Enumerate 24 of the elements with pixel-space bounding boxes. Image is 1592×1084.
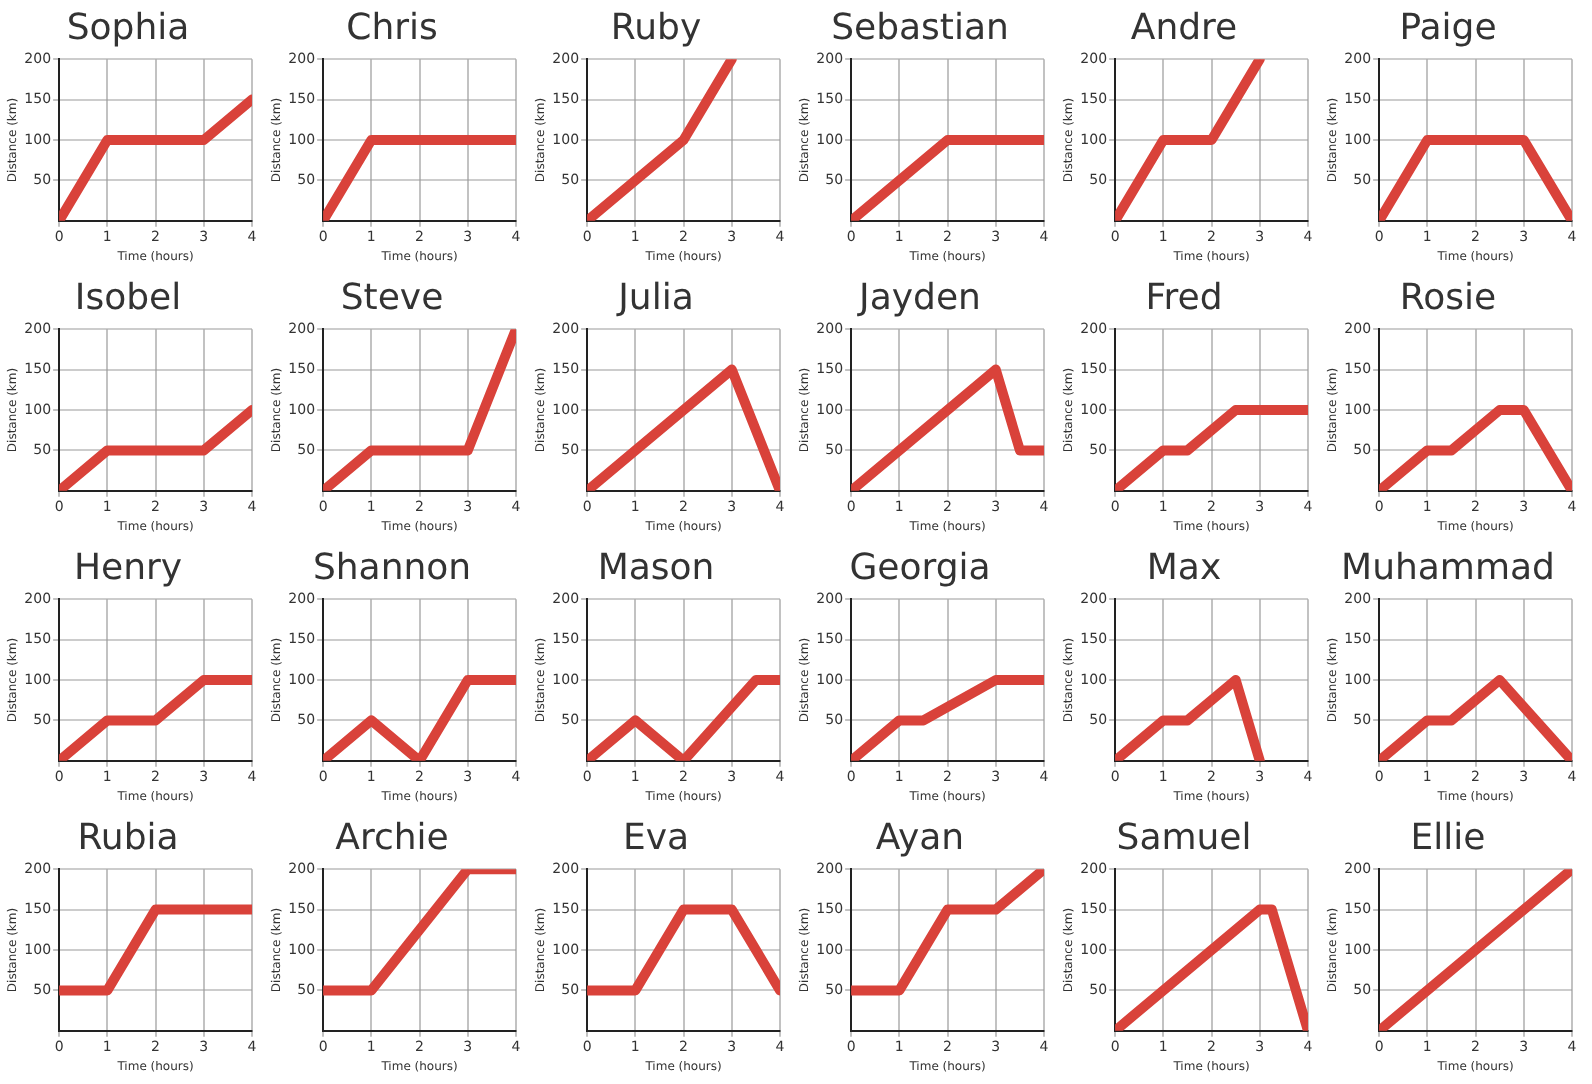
chart-title: Paige [1399,6,1497,49]
chart-title: Sebastian [831,6,1009,49]
chart-title: Isobel [74,276,182,319]
chart-title: Ellie [1410,816,1486,859]
chart-title: Ayan [875,816,965,859]
chart-title: Steve [340,276,444,319]
chart-title: Julia [616,276,694,319]
chart-title: Shannon [312,546,472,589]
chart-title: Jayden [857,276,981,319]
chart-title: Chris [346,6,438,49]
chart-title: Eva [622,816,690,859]
chart-title: Fred [1145,276,1223,319]
chart-title: Ruby [610,6,702,49]
chart-title: Mason [597,546,715,589]
chart-title: Rosie [1399,276,1497,319]
chart-title: Sophia [66,6,190,49]
chart-title: Max [1146,546,1222,589]
chart-title: Samuel [1116,816,1252,859]
chart-title: Archie [335,816,449,859]
chart-title: Henry [73,546,183,589]
chart-title: Muhammad [1341,546,1555,589]
chart-title: Andre [1130,6,1238,49]
chart-title: Rubia [77,816,179,859]
chart-title: Georgia [849,546,991,589]
